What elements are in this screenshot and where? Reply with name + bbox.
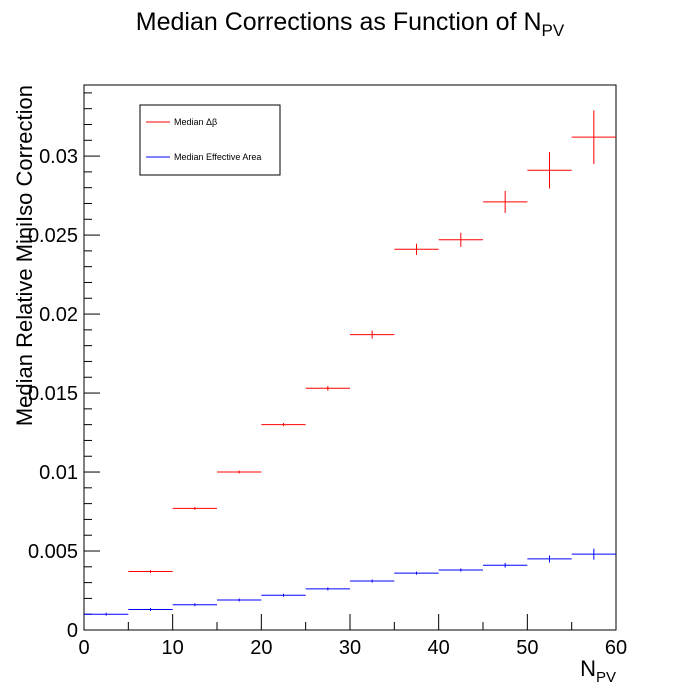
legend: Median Δβ Median Effective Area: [139, 104, 281, 176]
x-axis-label-subscript: PV: [596, 669, 616, 686]
y-axis-label: Median Relative MiniIso Correction: [12, 85, 37, 426]
x-tick-label: 20: [250, 637, 272, 659]
x-tick-label: 60: [605, 637, 627, 659]
x-tick-label: 10: [162, 637, 184, 659]
legend-box: [139, 104, 281, 176]
series-0: [128, 110, 616, 574]
legend-label-effective-area: Median Effective Area: [174, 152, 261, 162]
x-tick-label: 40: [428, 637, 450, 659]
y-tick-label: 0.01: [39, 462, 78, 484]
series-1: [84, 548, 616, 616]
y-tick-label: 0.025: [28, 225, 78, 247]
data-marks: [84, 110, 616, 616]
x-tick-label: 30: [339, 637, 361, 659]
y-tick-label: 0: [67, 620, 78, 642]
legend-label-delta-beta: Median Δβ: [174, 117, 217, 127]
y-tick-label: 0.03: [39, 146, 78, 168]
x-tick-label: 0: [78, 637, 89, 659]
y-tick-label: 0.005: [28, 541, 78, 563]
x-tick-label: 50: [516, 637, 538, 659]
y-tick-label: 0.02: [39, 304, 78, 326]
y-tick-label: 0.015: [28, 383, 78, 405]
chart-title: Median Corrections as Function of NPV: [135, 8, 565, 40]
chart-title-subscript: PV: [541, 21, 565, 40]
axis-ticks: 0 10 20 30 40 50 60 0 0.005 0.01 0.015 0.02 0.025 0.0…: [28, 92, 627, 659]
x-axis-label: NPV: [580, 656, 616, 686]
